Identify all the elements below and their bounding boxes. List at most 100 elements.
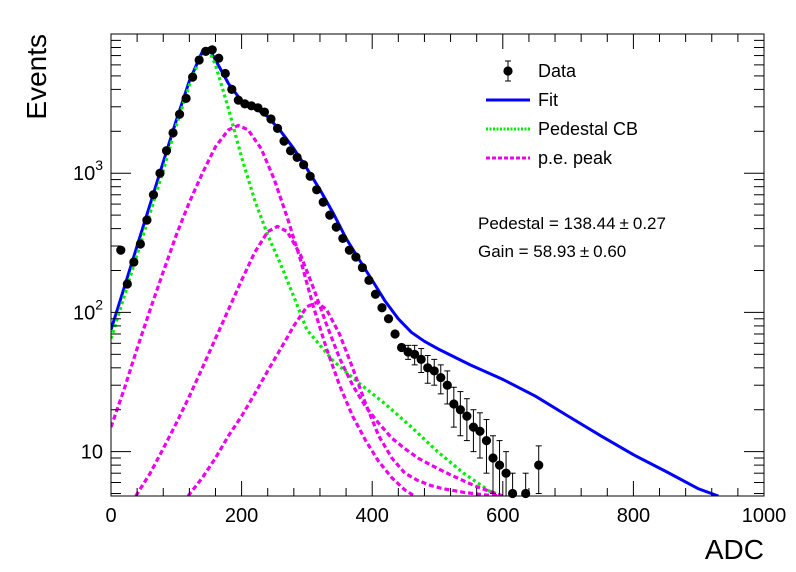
data-point — [194, 55, 204, 65]
data-marker — [168, 128, 178, 138]
data-marker — [129, 257, 139, 267]
data-marker — [181, 93, 191, 103]
x-axis-ticks: 0 200 400 600 800 1000 — [105, 34, 786, 527]
data-point — [481, 419, 492, 474]
data-marker — [364, 275, 374, 285]
data-point — [338, 233, 348, 244]
data-point — [436, 364, 446, 395]
data-marker — [220, 68, 230, 79]
legend-entry: Data — [503, 60, 577, 82]
data-marker — [344, 245, 354, 255]
data-marker — [429, 366, 439, 376]
y-axis-ticks: 10 102 103 — [73, 33, 764, 495]
data-point — [122, 279, 132, 289]
data-marker — [116, 245, 126, 255]
data-marker — [325, 210, 335, 220]
y-tick-label: 10 — [81, 442, 103, 464]
x-tick-label: 800 — [617, 505, 650, 527]
data-marker — [148, 190, 159, 200]
data-point — [501, 451, 511, 496]
data-marker — [449, 399, 459, 409]
y-tick-label: 102 — [73, 296, 103, 324]
data-marker — [161, 146, 172, 156]
data-point — [259, 107, 270, 117]
x-tick-label: 0 — [105, 505, 116, 527]
data-point — [188, 72, 198, 82]
pedestal-result: Pedestal = 138.44 ±0.27 — [478, 214, 666, 233]
data-point — [214, 53, 224, 63]
curve-p-e-peak-3 — [186, 300, 503, 496]
legend-entry: Pedestal CB — [486, 119, 638, 139]
data-point — [468, 409, 479, 453]
data-marker — [122, 279, 132, 289]
data-point — [494, 440, 505, 496]
data-point — [383, 314, 394, 324]
x-tick-label: 1000 — [742, 505, 787, 527]
data-marker — [214, 53, 224, 63]
data-point — [312, 185, 322, 195]
data-marker — [494, 460, 505, 470]
curve-p-e-peak-1 — [111, 123, 416, 496]
data-marker — [312, 185, 322, 195]
data-marker — [370, 289, 381, 299]
data-point — [442, 370, 452, 405]
data-point — [318, 197, 328, 207]
data-point — [357, 262, 368, 273]
data-marker — [383, 314, 394, 324]
data-marker — [331, 222, 341, 232]
data-point — [344, 245, 354, 255]
data-marker — [259, 107, 270, 117]
data-marker — [436, 373, 446, 383]
data-marker — [390, 329, 400, 339]
data-marker — [442, 380, 452, 390]
data-point — [507, 472, 518, 499]
y-axis-title: Events — [21, 34, 52, 120]
data-marker — [410, 349, 420, 359]
data-point — [253, 103, 263, 113]
data-marker — [462, 411, 472, 421]
data-point — [142, 215, 152, 225]
data-point — [416, 348, 426, 374]
data-point — [305, 171, 315, 181]
gain-result: Gain = 58.93 ±0.60 — [478, 242, 626, 261]
data-point — [488, 435, 498, 495]
data-point — [377, 303, 387, 313]
data-point — [279, 136, 289, 146]
data-point — [299, 160, 309, 170]
data-marker — [534, 460, 544, 470]
data-marker — [416, 354, 426, 364]
data-point — [449, 386, 459, 428]
curve-p-e-peak-2 — [134, 224, 504, 496]
legend-label: p.e. peak — [538, 148, 613, 168]
data-marker — [501, 468, 511, 478]
plot-frame — [110, 33, 765, 497]
data-marker — [305, 171, 315, 181]
data-point — [390, 329, 400, 339]
data-point — [155, 168, 165, 178]
data-point — [135, 239, 145, 249]
data-point — [168, 128, 178, 138]
x-tick-label: 200 — [225, 505, 258, 527]
data-marker — [174, 109, 185, 119]
data-marker — [279, 136, 289, 146]
x-tick-label: 600 — [486, 505, 519, 527]
data-point — [220, 68, 230, 79]
x-axis-title: ADC — [705, 534, 764, 565]
data-point — [325, 210, 335, 220]
data-marker — [507, 488, 518, 499]
data-point — [148, 190, 159, 200]
data-point — [181, 93, 191, 103]
data-point — [534, 445, 544, 495]
data-marker — [299, 160, 309, 170]
legend-label: Pedestal CB — [538, 119, 638, 139]
x-tick-label: 400 — [356, 505, 389, 527]
data-marker — [455, 405, 465, 415]
fit-curves — [111, 46, 719, 496]
data-point — [161, 146, 172, 156]
fit-results: Pedestal = 138.44 ±0.27 Gain = 58.93 ±0.60 — [478, 214, 666, 261]
data-point — [370, 289, 381, 299]
data-marker — [318, 197, 328, 207]
data-marker — [396, 342, 407, 353]
data-marker — [207, 45, 217, 55]
